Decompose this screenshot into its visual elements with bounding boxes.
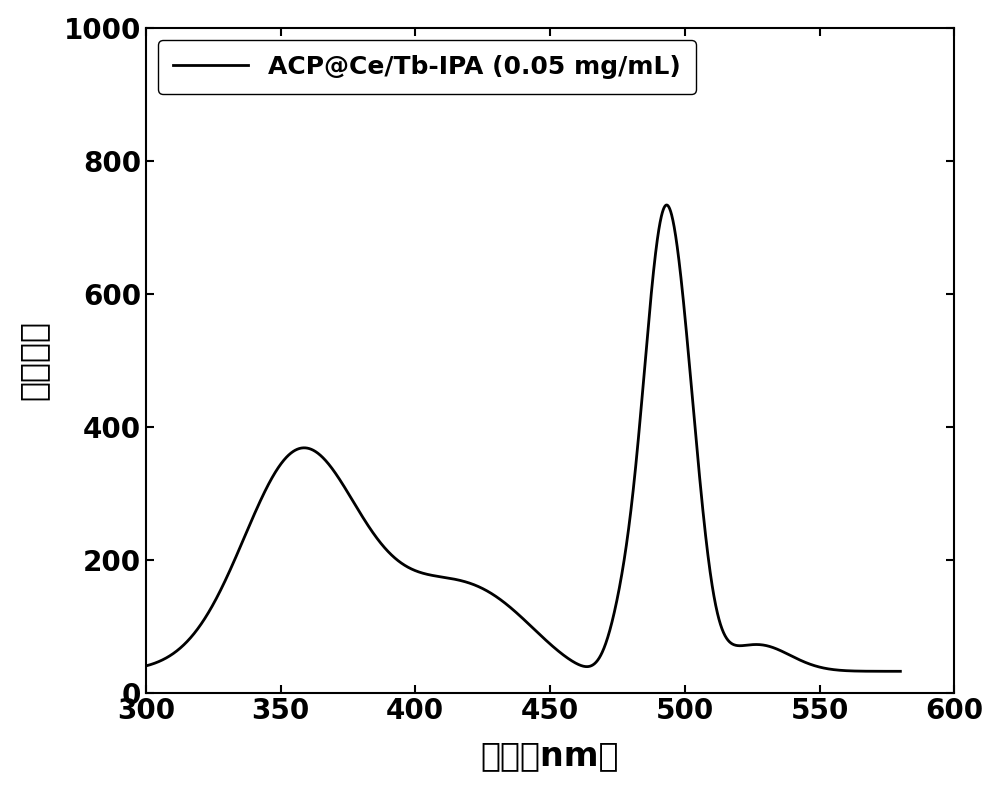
Y-axis label: 荧光强度: 荧光强度 [17,320,50,400]
ACP@Ce/Tb-IPA (0.05 mg/mL) [462,578,474,587]
Line: ACP@Ce/Tb-IPA (0.05 mg/mL): ACP@Ce/Tb-IPA (0.05 mg/mL) [146,205,900,671]
ACP@Ce/Tb-IPA (0.05 mg/mL) [799,657,811,667]
ACP@Ce/Tb-IPA (0.05 mg/mL) [661,200,673,210]
ACP@Ce/Tb-IPA (0.05 mg/mL) [894,667,906,676]
ACP@Ce/Tb-IPA (0.05 mg/mL) [226,562,238,571]
ACP@Ce/Tb-IPA (0.05 mg/mL) [429,571,441,581]
X-axis label: 波长（nm）: 波长（nm） [481,739,619,772]
ACP@Ce/Tb-IPA (0.05 mg/mL) [880,667,892,676]
ACP@Ce/Tb-IPA (0.05 mg/mL) [271,466,283,475]
Legend: ACP@Ce/Tb-IPA (0.05 mg/mL): ACP@Ce/Tb-IPA (0.05 mg/mL) [158,40,696,94]
ACP@Ce/Tb-IPA (0.05 mg/mL) [140,661,152,671]
